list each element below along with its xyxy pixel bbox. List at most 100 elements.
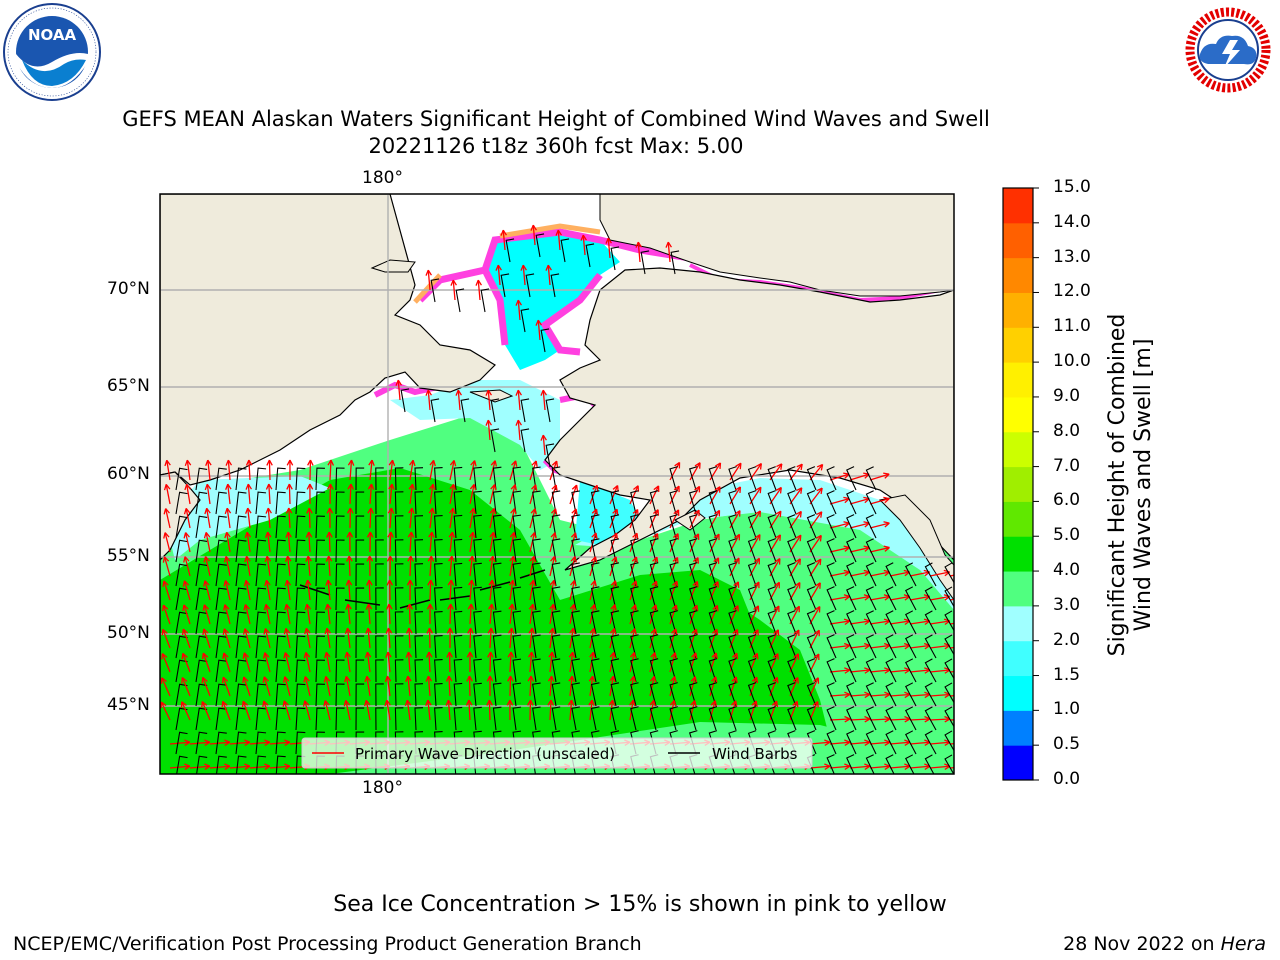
wave-arrow-head <box>669 700 677 707</box>
wave-direction-arrow <box>529 628 533 649</box>
wind-barb <box>590 634 600 659</box>
colorbar-tick-label: 9.0 <box>1053 385 1081 406</box>
wind-barb <box>669 634 678 659</box>
wave-direction-arrow <box>649 580 658 601</box>
wave-arrow-head <box>884 715 891 723</box>
wave-direction-arrow <box>449 556 453 577</box>
wave-arrow-head <box>266 459 273 466</box>
wave-arrow-head <box>674 461 681 469</box>
wave-direction-arrow <box>669 509 680 529</box>
wind-barb <box>767 634 777 659</box>
wave-direction-arrow <box>249 765 270 769</box>
wave-arrow-head <box>205 459 212 466</box>
wave-direction-arrow <box>469 460 476 481</box>
wave-direction-arrow <box>929 644 950 649</box>
wave-arrow-head <box>161 628 168 636</box>
wave-direction-arrow <box>649 676 655 697</box>
wind-barb <box>669 466 678 491</box>
wind-barb <box>355 563 365 587</box>
wind-barb <box>275 467 286 491</box>
wind-barb <box>905 706 917 731</box>
wave-direction-arrow <box>325 652 331 673</box>
wave-direction-arrow <box>529 675 532 697</box>
lon-label-top: 180° <box>362 168 403 188</box>
wave-direction-arrow <box>789 487 803 505</box>
wave-arrow-head <box>426 627 433 634</box>
wind-barb <box>924 730 937 755</box>
wave-arrow-head <box>772 653 779 660</box>
wind-barb <box>195 563 208 587</box>
wave-direction-arrow <box>569 508 577 529</box>
wave-direction-arrow <box>582 235 586 256</box>
wave-direction-arrow <box>189 741 210 745</box>
wave-arrow-head <box>224 531 231 539</box>
wind-barb <box>669 538 678 563</box>
wind-barb <box>414 539 424 563</box>
wave-arrow-head <box>590 604 597 611</box>
wind-barb <box>375 563 384 587</box>
colorbar-tick-label: 11.0 <box>1053 316 1091 337</box>
wind-barb <box>275 515 286 539</box>
wave-direction-arrow <box>829 497 850 505</box>
wave-arrow-head <box>368 459 375 466</box>
wave-arrow-head <box>182 580 190 587</box>
wave-arrow-head <box>347 459 355 466</box>
wind-barb <box>235 587 247 611</box>
wind-barb <box>195 611 208 635</box>
wind-barb <box>532 610 541 635</box>
wave-arrow-head <box>264 579 271 587</box>
wave-direction-arrow <box>649 700 655 721</box>
wave-direction-arrow <box>537 320 541 341</box>
wave-arrow-head <box>365 603 373 610</box>
wave-direction-arrow <box>829 595 850 601</box>
wave-arrow-head <box>530 224 537 231</box>
wave-arrow-head <box>243 604 250 611</box>
wind-barb <box>175 467 188 491</box>
wave-direction-arrow <box>549 628 554 649</box>
wave-direction-arrow <box>709 628 718 649</box>
wave-arrow-head <box>812 701 819 708</box>
wind-barb <box>255 659 267 683</box>
wave-arrow-head <box>406 603 414 610</box>
wind-barb <box>630 514 639 539</box>
colorbar-segment <box>1003 605 1033 642</box>
wave-direction-arrow <box>629 652 635 673</box>
colorbar-segment <box>1003 745 1033 781</box>
wave-arrow-head <box>162 556 170 563</box>
wave-arrow-head <box>649 699 656 707</box>
wave-direction-arrow <box>286 580 291 601</box>
wind-barb <box>826 514 837 539</box>
wave-arrow-head <box>323 700 330 707</box>
wind-barb <box>460 398 470 423</box>
wind-barb <box>175 491 188 515</box>
wind-barb <box>275 731 286 755</box>
footer-branch: NCEP/EMC/Verification Post Processing Pr… <box>13 933 642 955</box>
wave-arrow-head <box>324 603 332 611</box>
wave-arrow-head <box>221 700 228 708</box>
wind-barb <box>649 706 659 731</box>
wave-direction-arrow <box>669 533 679 553</box>
wave-direction-arrow <box>517 300 521 321</box>
wave-arrow-head <box>367 483 375 490</box>
wind-barb <box>255 707 267 731</box>
wave-arrow-head <box>754 557 761 565</box>
wave-direction-arrow <box>929 571 950 577</box>
wind-barb <box>175 539 188 563</box>
wave-direction-arrow <box>248 459 251 481</box>
wave-arrow-head <box>843 545 850 552</box>
wind-barb <box>571 682 580 707</box>
wind-barb <box>532 490 541 515</box>
wave-arrow-head <box>346 555 353 562</box>
wind-barb <box>473 682 482 707</box>
wave-arrow-head <box>388 483 395 490</box>
wave-arrow-head <box>304 627 311 635</box>
colorbar-label-line2: Wind Waves and Swell [m] <box>1131 339 1156 632</box>
wave-direction-arrow <box>789 534 802 553</box>
wave-arrow-head <box>467 627 474 634</box>
wave-direction-arrow <box>549 580 555 601</box>
wave-arrow-head <box>510 484 518 491</box>
wave-direction-arrow <box>427 700 431 721</box>
wind-barb <box>394 635 404 659</box>
wind-barb <box>375 683 384 707</box>
wind-barb <box>610 514 620 539</box>
